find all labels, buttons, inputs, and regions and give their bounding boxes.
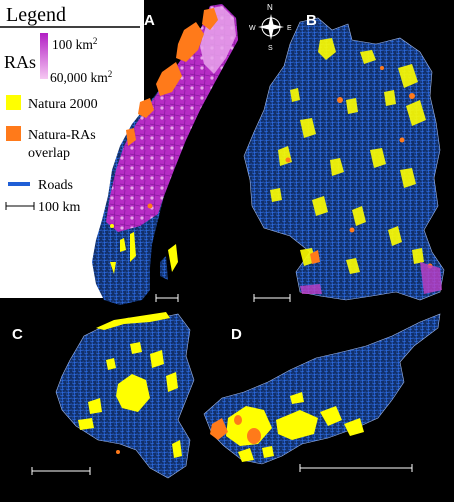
overlap-label-line2: overlap xyxy=(28,146,70,161)
overlap-label-line1: Natura-RAs xyxy=(28,128,96,143)
panel-d-map: D xyxy=(203,313,441,472)
panel-a-map: A xyxy=(92,4,238,305)
compass-s: S xyxy=(268,45,273,52)
panel-c-scale-bar xyxy=(31,467,91,475)
legend-title: Legend xyxy=(6,4,66,26)
overlap-swatch xyxy=(6,126,21,141)
ras-gradient-swatch xyxy=(40,33,48,79)
panel-b-label: B xyxy=(306,12,317,29)
panel-a-scale-bar xyxy=(155,294,179,302)
panel-b-scale-bar xyxy=(253,294,291,302)
scale-label: 100 km xyxy=(38,200,81,215)
compass-e: E xyxy=(287,25,292,32)
compass-w: W xyxy=(249,25,256,32)
panel-c-map: C xyxy=(12,312,195,479)
panel-d-scale-bar xyxy=(299,464,413,472)
ras-min-label: 60,000 km2 xyxy=(50,69,112,85)
natura-label: Natura 2000 xyxy=(28,97,98,112)
legend-scale-bar xyxy=(5,202,35,210)
panel-b-map: B xyxy=(243,12,445,302)
panel-a-label: A xyxy=(144,12,155,29)
compass-n: N xyxy=(267,3,273,12)
ras-label: RAs xyxy=(4,52,36,72)
panel-d-label: D xyxy=(231,326,242,343)
ras-max-label: 100 km2 xyxy=(52,36,97,52)
natura-swatch xyxy=(6,95,21,110)
panel-c-label: C xyxy=(12,326,23,343)
compass-rose-icon: N S E W xyxy=(249,3,292,52)
roads-label: Roads xyxy=(38,178,73,193)
